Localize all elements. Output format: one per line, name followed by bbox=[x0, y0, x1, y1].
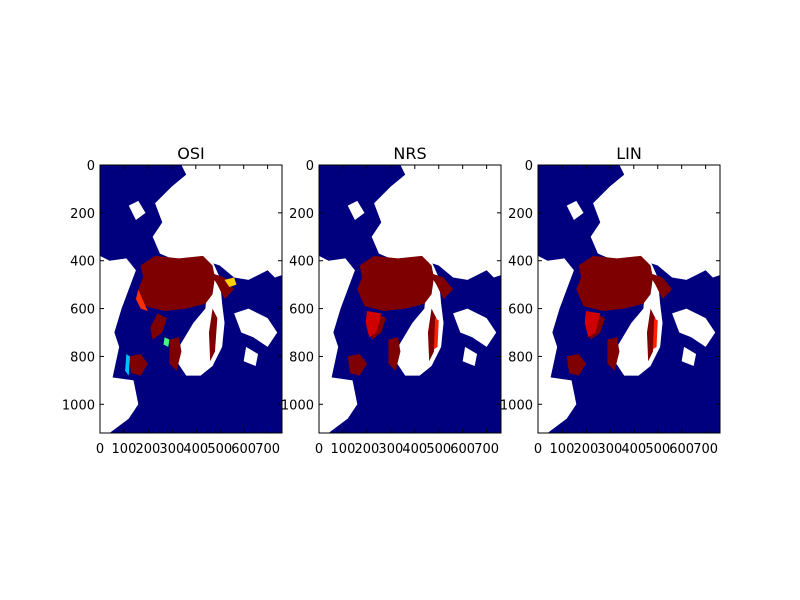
panel-title: LIN bbox=[616, 144, 642, 163]
axes-frame bbox=[318, 164, 502, 434]
x-tick-label: 700 bbox=[693, 442, 718, 457]
y-tick-label: 600 bbox=[70, 303, 95, 318]
x-tick-label: 600 bbox=[669, 442, 694, 457]
y-tick-label: 600 bbox=[508, 303, 533, 318]
y-tick-label: 200 bbox=[508, 207, 533, 222]
y-tick-label: 0 bbox=[306, 159, 314, 174]
x-tick-label: 500 bbox=[207, 442, 232, 457]
y-tick-label: 800 bbox=[289, 350, 314, 365]
x-tick-label: 0 bbox=[534, 442, 542, 457]
panel-title: NRS bbox=[393, 144, 426, 163]
x-tick-label: 200 bbox=[573, 442, 598, 457]
x-tick-label: 700 bbox=[255, 442, 280, 457]
x-tick-label: 600 bbox=[450, 442, 475, 457]
y-tick-label: 600 bbox=[289, 303, 314, 318]
y-tick-label: 1000 bbox=[281, 398, 314, 413]
y-tick-label: 400 bbox=[508, 255, 533, 270]
x-tick-label: 700 bbox=[474, 442, 499, 457]
x-tick-label: 300 bbox=[159, 442, 184, 457]
heatmap-image bbox=[100, 165, 282, 433]
y-tick-label: 1000 bbox=[62, 398, 95, 413]
y-tick-label: 0 bbox=[525, 159, 533, 174]
y-tick-label: 800 bbox=[70, 350, 95, 365]
axes-frame bbox=[537, 164, 721, 434]
x-tick-label: 400 bbox=[183, 442, 208, 457]
y-tick-label: 400 bbox=[70, 255, 95, 270]
heatmap-image bbox=[538, 165, 720, 433]
y-tick-label: 200 bbox=[70, 207, 95, 222]
y-tick-label: 800 bbox=[508, 350, 533, 365]
y-tick-label: 1000 bbox=[500, 398, 533, 413]
x-tick-label: 200 bbox=[354, 442, 379, 457]
x-tick-label: 400 bbox=[621, 442, 646, 457]
x-tick-label: 100 bbox=[112, 442, 137, 457]
x-tick-label: 400 bbox=[402, 442, 427, 457]
x-tick-label: 100 bbox=[331, 442, 356, 457]
x-tick-label: 300 bbox=[597, 442, 622, 457]
x-tick-label: 600 bbox=[231, 442, 256, 457]
x-tick-label: 500 bbox=[645, 442, 670, 457]
x-tick-label: 0 bbox=[96, 442, 104, 457]
panel-title: OSI bbox=[177, 144, 204, 163]
x-tick-label: 100 bbox=[550, 442, 575, 457]
x-tick-label: 0 bbox=[315, 442, 323, 457]
x-tick-label: 300 bbox=[378, 442, 403, 457]
y-tick-label: 400 bbox=[289, 255, 314, 270]
x-tick-label: 500 bbox=[426, 442, 451, 457]
y-tick-label: 200 bbox=[289, 207, 314, 222]
x-tick-label: 200 bbox=[135, 442, 160, 457]
heatmap-image bbox=[319, 165, 501, 433]
axes-frame bbox=[99, 164, 283, 434]
y-tick-label: 0 bbox=[87, 159, 95, 174]
